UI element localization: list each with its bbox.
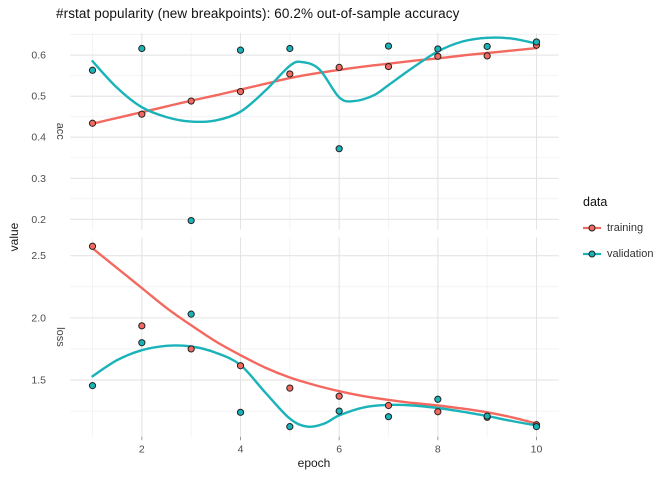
data-point-validation-acc[interactable] (236, 46, 245, 54)
x-axis-title: epoch (297, 456, 331, 470)
data-point-training-acc[interactable] (88, 119, 97, 127)
data-point-validation-acc[interactable] (434, 45, 442, 53)
smooth-curve-training-acc (91, 46, 538, 125)
data-point-training-loss[interactable] (335, 392, 343, 400)
legend: data training validation (583, 195, 653, 271)
legend-title: data (583, 195, 608, 209)
data-point-training-loss[interactable] (286, 384, 294, 392)
data-point-validation-loss[interactable] (483, 412, 491, 420)
plot-title: #rstat popularity (new breakpoints): 60.… (56, 6, 460, 21)
data-point-validation-loss[interactable] (187, 310, 195, 318)
y-tick-label: 0.2 (31, 214, 46, 226)
data-point-validation-loss[interactable] (138, 339, 146, 347)
facet-strip-label-acc: acc (54, 123, 66, 141)
y-tick-label: 0.5 (31, 91, 46, 103)
y-tick-label: 0.4 (31, 132, 46, 144)
legend-label-training: training (607, 222, 644, 234)
x-tick-label: 8 (435, 444, 441, 456)
data-point-training-acc[interactable] (236, 88, 245, 96)
x-tick-label: 6 (336, 444, 342, 456)
legend-label-validation: validation (607, 248, 654, 260)
data-point-validation-acc[interactable] (138, 44, 146, 53)
data-point-training-loss[interactable] (434, 408, 442, 416)
y-tick-label: 0.6 (31, 50, 46, 62)
smooth-curve-validation-loss (91, 344, 538, 429)
y-tick-label: 1.5 (31, 375, 46, 387)
data-point-validation-acc[interactable] (384, 42, 393, 50)
smooth-curve-validation-acc (91, 36, 538, 124)
facet-strip-label-loss: loss (54, 327, 66, 347)
data-point-training-acc[interactable] (434, 52, 442, 60)
data-point-validation-loss[interactable] (236, 408, 245, 416)
data-point-training-acc[interactable] (138, 110, 146, 118)
data-point-training-acc[interactable] (483, 52, 491, 60)
data-point-validation-loss[interactable] (384, 413, 393, 421)
y-tick-label: 2.5 (31, 250, 46, 262)
data-point-training-loss[interactable] (88, 242, 97, 250)
data-point-validation-acc[interactable] (483, 42, 491, 51)
x-tick-label: 10 (531, 444, 543, 456)
legend-item-validation[interactable]: validation (583, 245, 653, 263)
data-point-validation-loss[interactable] (286, 423, 294, 431)
legend-swatch-validation-icon (583, 250, 601, 258)
data-point-validation-loss[interactable] (434, 395, 442, 403)
data-point-training-acc[interactable] (286, 70, 294, 78)
data-point-training-acc[interactable] (335, 63, 343, 71)
data-point-validation-loss[interactable] (532, 423, 541, 431)
legend-swatch-training-icon (583, 224, 601, 232)
data-point-validation-acc[interactable] (335, 145, 343, 153)
x-tick-label: 4 (238, 444, 244, 456)
data-point-training-acc[interactable] (384, 62, 393, 71)
data-point-training-loss[interactable] (236, 362, 245, 370)
data-point-validation-loss[interactable] (335, 407, 343, 415)
data-point-validation-acc[interactable] (532, 38, 541, 46)
data-point-validation-acc[interactable] (286, 44, 294, 53)
data-point-validation-acc[interactable] (187, 216, 195, 225)
data-point-training-loss[interactable] (138, 322, 146, 330)
smooth-curve-training-loss (91, 247, 538, 425)
data-point-training-loss[interactable] (187, 345, 195, 353)
x-tick-label: 2 (139, 444, 145, 456)
y-tick-label: 2.0 (31, 312, 46, 324)
data-point-validation-acc[interactable] (88, 66, 97, 74)
legend-item-training[interactable]: training (583, 219, 653, 237)
data-point-validation-loss[interactable] (88, 382, 97, 390)
data-point-training-loss[interactable] (384, 401, 393, 410)
y-tick-label: 0.3 (31, 173, 46, 185)
data-point-training-acc[interactable] (187, 97, 195, 105)
